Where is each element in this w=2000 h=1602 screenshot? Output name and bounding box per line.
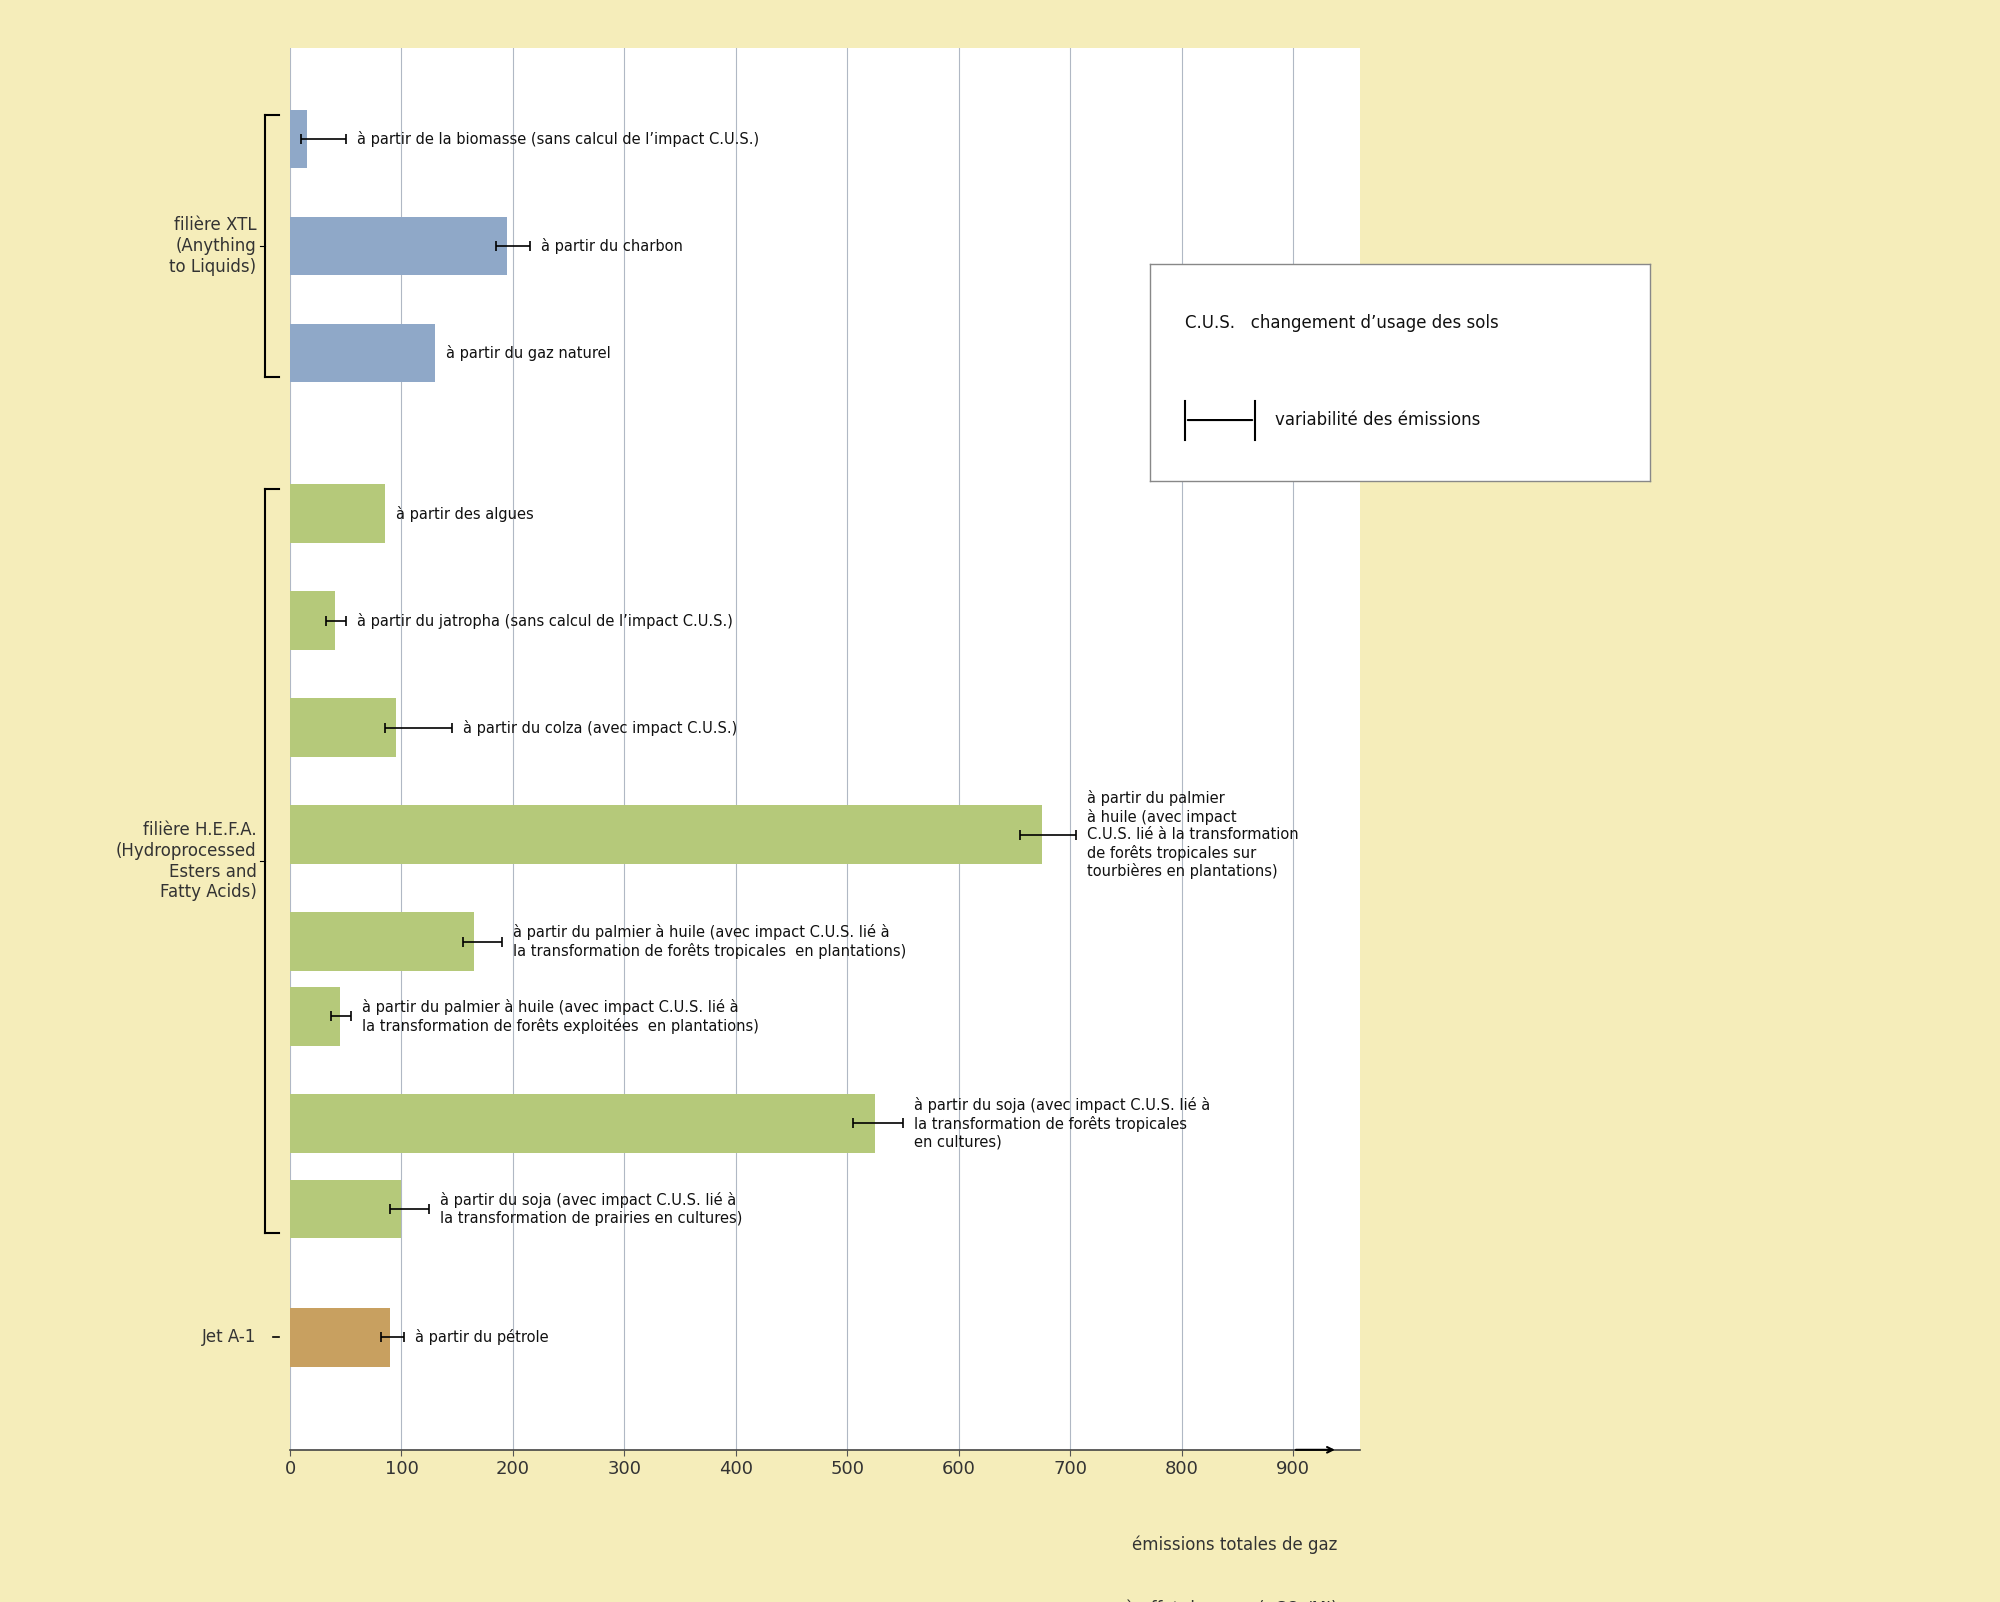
Text: à partir du palmier à huile (avec impact C.U.S. lié à
la transformation de forêt: à partir du palmier à huile (avec impact… xyxy=(512,924,906,960)
Text: à partir du gaz naturel: à partir du gaz naturel xyxy=(446,344,610,360)
Bar xyxy=(290,698,396,758)
Text: à partir du colza (avec impact C.U.S.): à partir du colza (avec impact C.U.S.) xyxy=(462,719,738,735)
Bar xyxy=(290,987,340,1046)
Bar xyxy=(290,216,508,276)
Text: à partir du charbon: à partir du charbon xyxy=(540,239,682,255)
Text: à partir du soja (avec impact C.U.S. lié à
la transformation de prairies en cult: à partir du soja (avec impact C.U.S. lié… xyxy=(440,1192,742,1226)
Bar xyxy=(290,324,434,383)
Text: à partir des algues: à partir des algues xyxy=(396,506,534,522)
Text: variabilité des émissions: variabilité des émissions xyxy=(1276,412,1480,429)
Text: à partir du palmier
à huile (avec impact
C.U.S. lié à la transformation
de forêt: à partir du palmier à huile (avec impact… xyxy=(1086,790,1298,879)
Text: C.U.S.   changement d’usage des sols: C.U.S. changement d’usage des sols xyxy=(1184,314,1498,332)
Bar xyxy=(290,591,334,650)
Bar xyxy=(290,912,474,971)
Bar xyxy=(290,109,306,168)
Text: Jet A-1: Jet A-1 xyxy=(202,1328,256,1346)
Bar xyxy=(290,484,384,543)
Bar xyxy=(290,806,1042,863)
Text: à effet de serre (gCO₂/MJ): à effet de serre (gCO₂/MJ) xyxy=(1126,1600,1338,1602)
Text: à partir de la biomasse (sans calcul de l’impact C.U.S.): à partir de la biomasse (sans calcul de … xyxy=(356,131,760,147)
Text: émissions totales de gaz: émissions totales de gaz xyxy=(1132,1535,1338,1554)
Text: à partir du jatropha (sans calcul de l’impact C.U.S.): à partir du jatropha (sans calcul de l’i… xyxy=(356,612,732,628)
Text: à partir du soja (avec impact C.U.S. lié à
la transformation de forêts tropicale: à partir du soja (avec impact C.U.S. lié… xyxy=(914,1097,1210,1150)
Text: filière H.E.F.A.
(Hydroprocessed
Esters and
Fatty Acids): filière H.E.F.A. (Hydroprocessed Esters … xyxy=(116,822,256,902)
Bar xyxy=(290,1094,876,1153)
Text: filière XTL
(Anything
to Liquids): filière XTL (Anything to Liquids) xyxy=(170,216,256,276)
Text: à partir du palmier à huile (avec impact C.U.S. lié à
la transformation de forêt: à partir du palmier à huile (avec impact… xyxy=(362,1000,760,1033)
Bar xyxy=(290,1179,402,1238)
Text: à partir du pétrole: à partir du pétrole xyxy=(414,1330,548,1346)
Bar xyxy=(290,1307,390,1367)
